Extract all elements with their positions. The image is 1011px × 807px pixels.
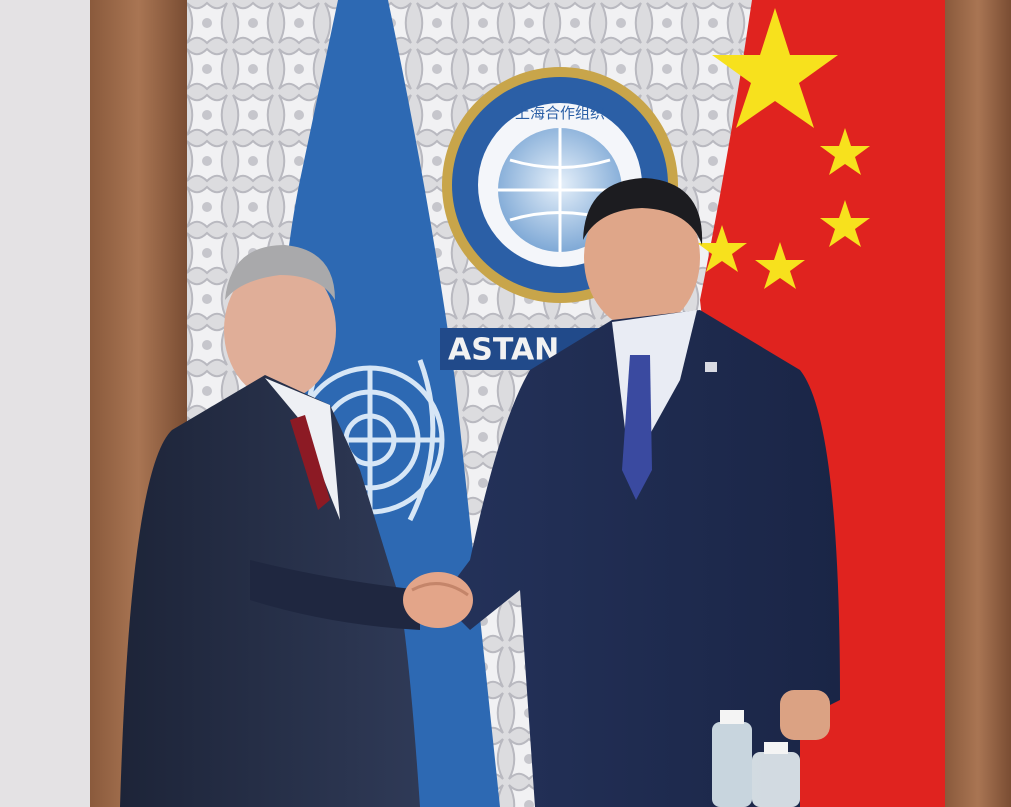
person-right: [440, 178, 840, 807]
left-wall: [0, 0, 90, 807]
wood-pillar: [945, 0, 1011, 807]
sign-text: ASTAN: [448, 333, 559, 368]
handshake: [403, 572, 473, 628]
emblem-text: 上海合作组织: [515, 104, 605, 122]
water-bottles: [712, 710, 800, 807]
person-left: [120, 245, 420, 807]
flag-stars: [697, 8, 870, 289]
